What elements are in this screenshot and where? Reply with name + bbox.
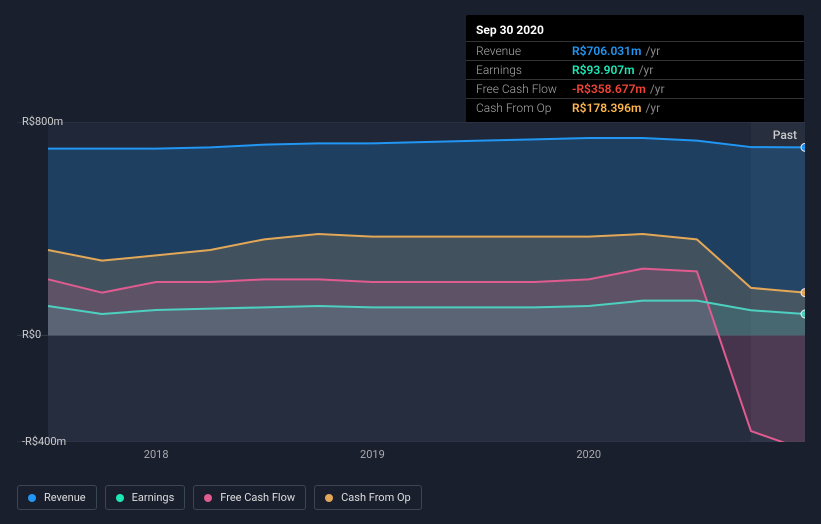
financial-chart: -R$400mR$0R$800m 201820192020 Past <box>17 122 805 462</box>
tooltip-row: Cash From OpR$178.396m/yr <box>466 98 804 117</box>
legend-item[interactable]: Earnings <box>105 485 186 510</box>
legend-label: Free Cash Flow <box>220 491 295 504</box>
y-axis-tick-label: -R$400m <box>22 435 66 448</box>
legend-item[interactable]: Revenue <box>17 485 97 510</box>
legend-swatch <box>325 494 333 502</box>
legend-item[interactable]: Cash From Op <box>314 485 422 510</box>
tooltip-row: Free Cash Flow-R$358.677m/yr <box>466 79 804 98</box>
legend-swatch <box>28 494 36 502</box>
chart-legend: Revenue Earnings Free Cash Flow Cash From O… <box>17 485 422 510</box>
tooltip-suffix: /yr <box>639 63 654 77</box>
tooltip-suffix: /yr <box>650 82 665 96</box>
tooltip-suffix: /yr <box>645 44 660 58</box>
legend-label: Revenue <box>44 491 86 504</box>
y-axis-tick-label: R$0 <box>22 328 41 341</box>
tooltip-metric-label: Revenue <box>476 44 572 58</box>
tooltip-date: Sep 30 2020 <box>466 21 804 41</box>
tooltip-metric-value: R$706.031m <box>572 44 641 58</box>
tooltip-metric-label: Free Cash Flow <box>476 82 572 96</box>
tooltip-metric-value: R$178.396m <box>572 101 641 115</box>
tooltip-row: RevenueR$706.031m/yr <box>466 41 804 60</box>
tooltip-metric-label: Earnings <box>476 63 572 77</box>
past-label: Past <box>773 128 797 142</box>
chart-canvas <box>17 122 805 442</box>
legend-label: Earnings <box>132 491 175 504</box>
legend-item[interactable]: Free Cash Flow <box>193 485 306 510</box>
tooltip-metric-label: Cash From Op <box>476 101 572 115</box>
x-axis-tick-label: 2019 <box>360 448 385 461</box>
tooltip-metric-value: -R$358.677m <box>572 82 646 96</box>
tooltip-metric-value: R$93.907m <box>572 63 635 77</box>
chart-tooltip: Sep 30 2020 RevenueR$706.031m/yrEarnings… <box>466 15 804 123</box>
legend-swatch <box>116 494 124 502</box>
y-axis-tick-label: R$800m <box>22 115 63 128</box>
legend-swatch <box>204 494 212 502</box>
x-axis-tick-label: 2018 <box>144 448 169 461</box>
tooltip-suffix: /yr <box>645 101 660 115</box>
legend-label: Cash From Op <box>341 491 411 504</box>
x-axis-tick-label: 2020 <box>576 448 601 461</box>
tooltip-row: EarningsR$93.907m/yr <box>466 60 804 79</box>
